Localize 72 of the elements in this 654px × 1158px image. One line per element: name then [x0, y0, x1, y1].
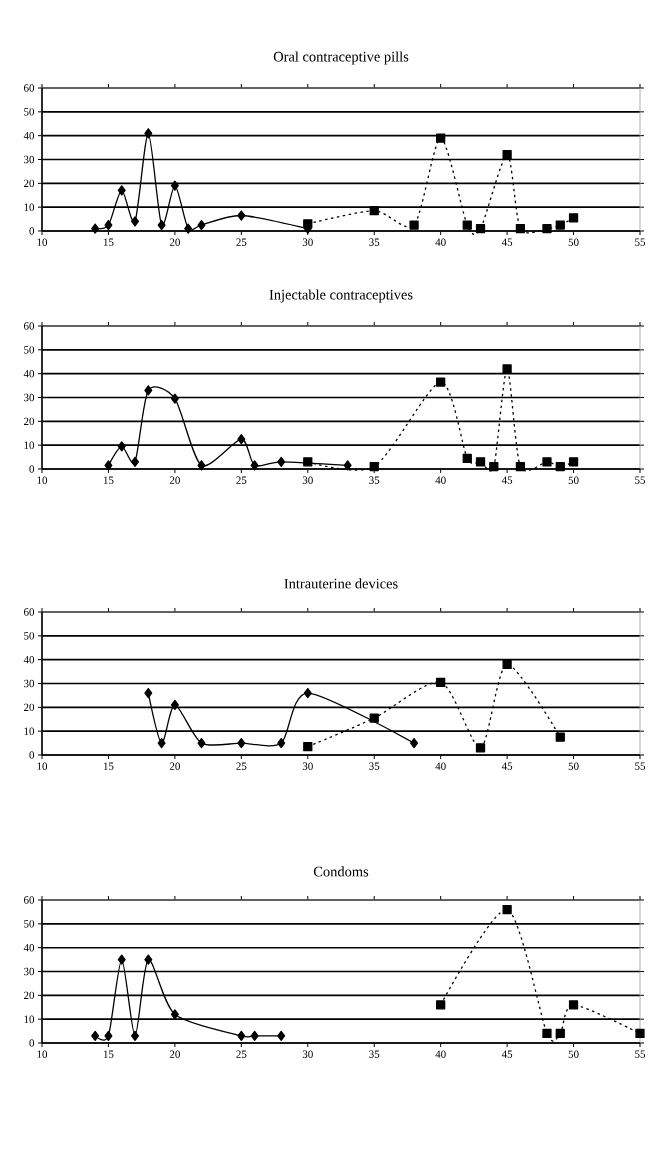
- y-tick-label: 60: [23, 322, 35, 330]
- y-tick-label: 10: [24, 441, 35, 449]
- y-tick-label: 40: [23, 943, 35, 952]
- x-tick-label: 10: [37, 476, 48, 484]
- x-tick-label: 50: [568, 1050, 579, 1058]
- x-tick-label: 45: [501, 762, 513, 770]
- y-tick-label: 30: [24, 967, 35, 976]
- x-tick-label: 50: [568, 476, 579, 484]
- chart-title: Condoms: [313, 866, 369, 877]
- y-tick-label: 50: [24, 108, 35, 116]
- x-tick-label: 40: [435, 476, 446, 484]
- x-tick-label: 10: [37, 762, 48, 770]
- x-tick-label: 10: [37, 238, 48, 246]
- x-tick-label: 40: [435, 238, 446, 246]
- x-tick-label: 25: [236, 238, 247, 246]
- x-tick-label: 10: [37, 1050, 48, 1058]
- y-tick-label: 40: [23, 131, 35, 140]
- y-tick-label: 60: [23, 896, 35, 904]
- chart-title: Oral contraceptive pills: [273, 51, 409, 65]
- chart-title: Intrauterine devices: [284, 578, 398, 589]
- y-tick-label: 10: [24, 727, 35, 735]
- x-tick-label: 25: [236, 762, 247, 770]
- y-tick-label: 60: [23, 84, 35, 92]
- y-tick-label: 0: [29, 465, 35, 473]
- x-tick-label: 40: [435, 762, 446, 770]
- y-tick-label: 40: [23, 655, 35, 664]
- x-tick-label: 20: [169, 476, 180, 484]
- y-tick-label: 0: [29, 1039, 35, 1047]
- y-tick-label: 30: [24, 679, 35, 688]
- x-tick-label: 45: [501, 238, 513, 246]
- x-tick-label: 50: [568, 238, 579, 246]
- x-tick-label: 55: [635, 238, 646, 246]
- chart-title: Injectable contraceptives: [269, 289, 413, 303]
- x-tick-label: 45: [501, 476, 513, 484]
- x-tick-label: 35: [369, 238, 380, 246]
- x-tick-label: 55: [635, 1050, 646, 1058]
- y-tick-label: 10: [24, 1015, 35, 1023]
- y-tick-label: 30: [24, 155, 35, 164]
- x-tick-label: 15: [103, 238, 114, 246]
- y-tick-label: 20: [24, 703, 35, 712]
- y-tick-label: 20: [24, 991, 35, 1000]
- y-tick-label: 0: [29, 751, 35, 759]
- x-tick-label: 40: [435, 1050, 446, 1058]
- y-tick-label: 50: [24, 346, 35, 354]
- y-tick-label: 50: [24, 920, 35, 928]
- y-tick-label: 30: [24, 393, 35, 402]
- x-tick-label: 30: [302, 1050, 313, 1058]
- x-tick-label: 30: [302, 238, 313, 246]
- x-tick-label: 25: [236, 476, 247, 484]
- x-tick-label: 55: [635, 476, 646, 484]
- x-tick-label: 50: [568, 762, 579, 770]
- x-tick-label: 35: [369, 1050, 380, 1058]
- x-tick-label: 15: [103, 762, 114, 770]
- x-tick-label: 15: [103, 476, 114, 484]
- x-tick-label: 15: [103, 1050, 114, 1058]
- x-tick-label: 20: [169, 762, 180, 770]
- x-tick-label: 20: [169, 1050, 180, 1058]
- y-tick-label: 10: [24, 203, 35, 211]
- x-tick-label: 35: [369, 476, 380, 484]
- y-tick-label: 60: [23, 608, 35, 616]
- x-tick-label: 45: [501, 1050, 513, 1058]
- y-tick-label: 0: [29, 227, 35, 235]
- x-tick-label: 55: [635, 762, 646, 770]
- x-tick-label: 30: [302, 476, 313, 484]
- y-tick-label: 20: [24, 179, 35, 188]
- y-tick-label: 40: [23, 369, 35, 378]
- y-tick-label: 50: [24, 632, 35, 640]
- x-tick-label: 25: [236, 1050, 247, 1058]
- x-tick-label: 20: [169, 238, 180, 246]
- x-tick-label: 35: [369, 762, 380, 770]
- x-tick-label: 30: [302, 762, 313, 770]
- y-tick-label: 20: [24, 417, 35, 426]
